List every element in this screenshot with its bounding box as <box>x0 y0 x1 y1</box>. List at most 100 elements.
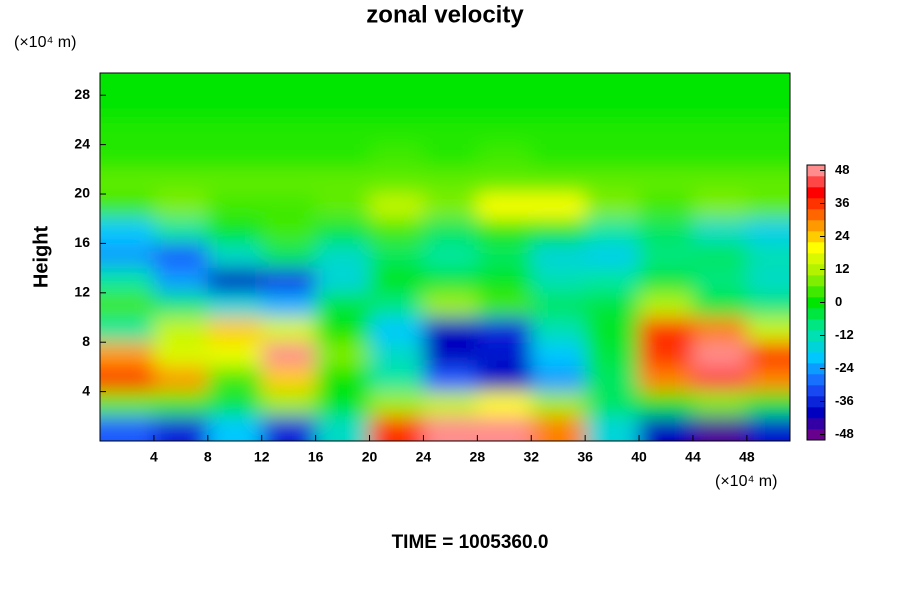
field-cell <box>585 243 640 269</box>
field-cell <box>746 317 790 343</box>
field-cell <box>423 144 478 170</box>
field-cell <box>477 317 532 343</box>
field-cell <box>423 73 478 96</box>
field-cell <box>207 317 263 343</box>
x-tick-label: 48 <box>739 449 755 465</box>
field-cell <box>477 416 532 441</box>
field-cell <box>639 391 694 417</box>
colorbar-step <box>807 363 825 375</box>
field-cell <box>746 194 790 220</box>
field-cell <box>531 342 586 368</box>
x-tick-label: 12 <box>254 449 270 465</box>
y-tick-label: 12 <box>74 284 90 300</box>
field-cell <box>746 268 790 294</box>
colorbar-step <box>807 319 825 331</box>
field-cell <box>639 268 694 294</box>
field-cell <box>423 119 478 146</box>
field-cell <box>585 95 640 121</box>
field-cell <box>639 194 694 220</box>
field-cell <box>207 292 263 319</box>
field-cell <box>369 342 424 368</box>
field-cell <box>746 292 790 319</box>
x-tick-label: 4 <box>150 449 158 465</box>
field-cell <box>315 391 371 417</box>
colorbar-tick-label: -36 <box>835 393 854 408</box>
field-cell <box>746 243 790 269</box>
field-cell <box>315 416 371 441</box>
colorbar-step <box>807 352 825 364</box>
field-cell <box>423 194 478 220</box>
field-cell <box>315 342 371 368</box>
field-cell <box>261 169 317 195</box>
field-cell <box>423 218 478 244</box>
field-cell <box>423 169 478 195</box>
colorbar-step <box>807 396 825 408</box>
field-cell <box>531 268 586 294</box>
field-cell <box>315 317 371 343</box>
field-cell <box>531 119 586 146</box>
field-cell <box>100 342 155 368</box>
field-cell <box>639 342 694 368</box>
field-cell <box>477 391 532 417</box>
colorbar-tick-label: 36 <box>835 195 849 210</box>
field-cell <box>692 119 748 146</box>
colorbar-tick-label: -24 <box>835 360 855 375</box>
field-cell <box>477 292 532 319</box>
field-cell <box>692 169 748 195</box>
field-cell <box>639 73 694 96</box>
colorbar-step <box>807 341 825 353</box>
field-cell <box>261 391 317 417</box>
field-cell <box>692 342 748 368</box>
field-cell <box>261 366 317 393</box>
field-cell <box>585 73 640 96</box>
y-tick-label: 4 <box>82 382 90 398</box>
field-cell <box>261 317 317 343</box>
time-label: TIME = 1005360.0 <box>392 532 549 553</box>
field-cell <box>585 342 640 368</box>
field-cell <box>207 169 263 195</box>
colorbar-step <box>807 308 825 320</box>
field-cell <box>477 366 532 393</box>
field-cell <box>153 243 209 269</box>
field-cell <box>207 391 263 417</box>
y-axis-label: Height <box>30 226 52 289</box>
field-cell <box>477 243 532 269</box>
field-cell <box>585 119 640 146</box>
field-cell <box>315 73 371 96</box>
field-cell <box>100 194 155 220</box>
colorbar-tick-label: -48 <box>835 426 854 441</box>
field-cell <box>531 194 586 220</box>
field-cell <box>315 95 371 121</box>
field-cell <box>531 243 586 269</box>
field-cell <box>261 268 317 294</box>
field-cell <box>477 169 532 195</box>
field-cell <box>153 366 209 393</box>
field-cell <box>207 73 263 96</box>
field-cell <box>100 218 155 244</box>
field-cell <box>531 416 586 441</box>
field-cell <box>639 169 694 195</box>
field-cell <box>261 243 317 269</box>
field-cell <box>153 342 209 368</box>
field-cell <box>746 73 790 96</box>
field-cell <box>315 144 371 170</box>
field-cell <box>585 292 640 319</box>
field-cell <box>100 317 155 343</box>
colorbar-step <box>807 231 825 243</box>
field-cell <box>153 73 209 96</box>
field-cell <box>639 292 694 319</box>
field-cell <box>261 292 317 319</box>
field-cell <box>369 119 424 146</box>
field-cell <box>207 218 263 244</box>
colorbar-step <box>807 176 825 188</box>
colorbar-step <box>807 187 825 199</box>
field-cell <box>585 317 640 343</box>
field-cell <box>692 243 748 269</box>
field-cell <box>207 144 263 170</box>
colorbar-step <box>807 429 825 441</box>
colorbar-step <box>807 385 825 397</box>
colorbar-tick-label: 12 <box>835 261 849 276</box>
field-cell <box>153 169 209 195</box>
field-cell <box>261 218 317 244</box>
